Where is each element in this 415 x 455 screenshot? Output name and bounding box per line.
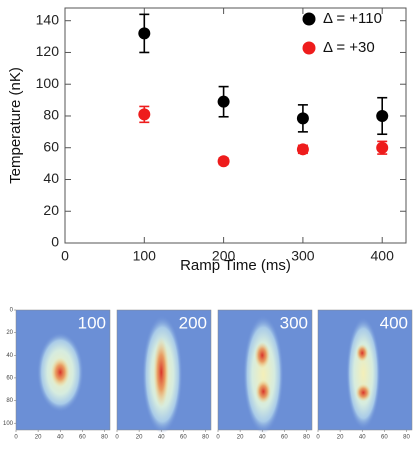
x-tick-label: 60 bbox=[281, 435, 288, 441]
point bbox=[217, 95, 230, 108]
image-panel bbox=[116, 309, 212, 434]
x-tick-label: 20 bbox=[237, 435, 244, 441]
y-tick-label: 140 bbox=[36, 11, 60, 27]
y-tick-label: 20 bbox=[43, 202, 59, 218]
panel-label: 100 bbox=[78, 313, 106, 332]
y-tick-label: 40 bbox=[6, 353, 13, 359]
point bbox=[376, 141, 389, 154]
x-tick-label: 60 bbox=[180, 435, 187, 441]
x-tick-label: 300 bbox=[291, 248, 315, 264]
x-tick-label: 40 bbox=[158, 435, 165, 441]
y-tick-label: 120 bbox=[36, 43, 60, 59]
panel-label: 300 bbox=[280, 313, 308, 332]
x-tick-label: 20 bbox=[337, 435, 344, 441]
x-tick-label: 0 bbox=[216, 435, 220, 441]
panel-label: 400 bbox=[380, 313, 408, 332]
cloud-core bbox=[355, 383, 372, 402]
x-tick-label: 0 bbox=[115, 435, 119, 441]
point bbox=[217, 155, 230, 168]
x-tick-label: 0 bbox=[316, 435, 320, 441]
x-tick-label: 80 bbox=[202, 435, 209, 441]
y-tick-label: 0 bbox=[51, 234, 59, 250]
cloud-core bbox=[346, 317, 381, 430]
scatter-chart: 0 20 40 60 80 100 120 140 0 100 200 300 400 Ramp Time… bbox=[7, 7, 407, 274]
x-tick-label: 20 bbox=[136, 435, 143, 441]
cloud-core bbox=[153, 336, 169, 408]
plot-frame bbox=[64, 7, 407, 244]
x-tick-label: 60 bbox=[79, 435, 86, 441]
image-panel bbox=[317, 309, 413, 431]
x-tick-label: 80 bbox=[303, 435, 310, 441]
y-tick-label: 100 bbox=[36, 75, 60, 91]
point bbox=[138, 108, 151, 121]
x-tick-label: 200 bbox=[212, 248, 236, 264]
cloud-core bbox=[255, 379, 272, 404]
point bbox=[138, 27, 151, 40]
y-tick-label: 40 bbox=[43, 170, 59, 186]
cloud-core bbox=[50, 357, 70, 387]
x-axis-label: Ramp Time (ms) bbox=[180, 257, 291, 274]
point bbox=[296, 143, 309, 156]
legend-marker bbox=[302, 41, 316, 55]
x-tick-label: 40 bbox=[57, 435, 64, 441]
x-tick-label: 40 bbox=[259, 435, 266, 441]
x-tick-label: 100 bbox=[133, 248, 157, 264]
panel-label: 200 bbox=[179, 313, 207, 332]
cloud-core bbox=[254, 342, 270, 369]
y-tick-label: 60 bbox=[43, 138, 59, 154]
y-tick-label: 100 bbox=[3, 421, 14, 427]
y-tick-label: 80 bbox=[43, 107, 59, 123]
x-tick-label: 400 bbox=[371, 248, 395, 264]
y-tick-label: 20 bbox=[6, 330, 13, 336]
image-panel bbox=[217, 309, 313, 434]
legend-label: Δ = +110 bbox=[323, 10, 382, 27]
image-panel bbox=[15, 309, 111, 431]
y-tick-label: 80 bbox=[6, 398, 13, 404]
x-tick-label: 0 bbox=[14, 435, 18, 441]
x-tick-label: 40 bbox=[359, 435, 366, 441]
y-tick-label: 0 bbox=[10, 308, 14, 314]
legend-label: Δ = +30 bbox=[323, 39, 375, 56]
y-axis-label: Temperature (nK) bbox=[7, 67, 24, 184]
y-tick-label: 60 bbox=[6, 376, 13, 382]
x-tick-label: 0 bbox=[61, 248, 69, 264]
legend-marker bbox=[302, 12, 316, 26]
point bbox=[376, 109, 389, 122]
cloud-core bbox=[243, 315, 284, 434]
x-tick-label: 20 bbox=[35, 435, 42, 441]
x-tick-label: 80 bbox=[101, 435, 108, 441]
point bbox=[296, 112, 309, 125]
x-tick-label: 80 bbox=[403, 435, 410, 441]
x-tick-label: 60 bbox=[381, 435, 388, 441]
cloud-core bbox=[356, 344, 369, 362]
